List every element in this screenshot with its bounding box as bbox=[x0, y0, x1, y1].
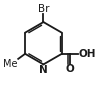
Text: N: N bbox=[39, 65, 48, 75]
Text: Br: Br bbox=[38, 4, 49, 14]
Text: Me: Me bbox=[3, 59, 17, 69]
Text: O: O bbox=[65, 64, 74, 74]
Text: OH: OH bbox=[79, 49, 96, 59]
